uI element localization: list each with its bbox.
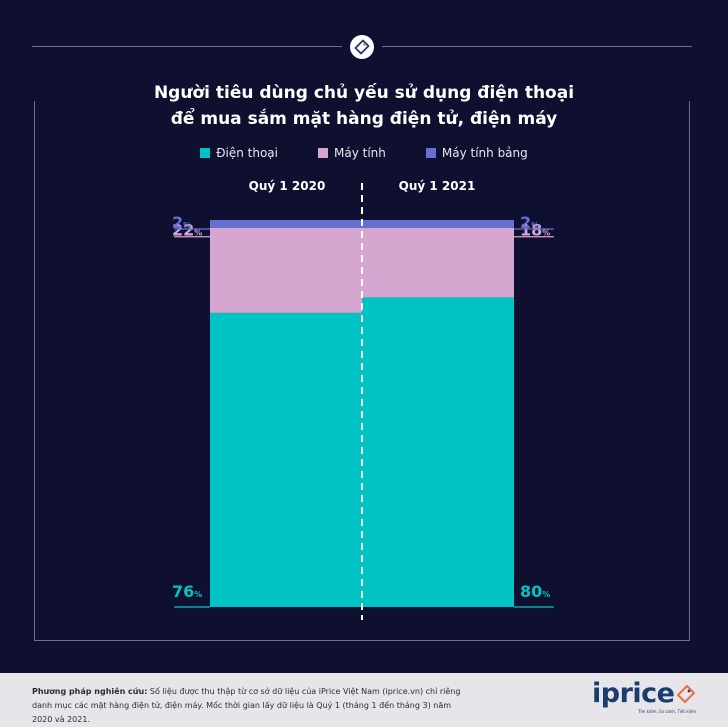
category-label-q1-2020: Quý 1 2020 xyxy=(248,179,326,193)
footer: Phương pháp nghiên cứu: Số liệu được thu… xyxy=(0,673,728,727)
legend-label-may-tinh: Máy tính xyxy=(334,146,386,160)
bar-dien-thoai-1 xyxy=(362,297,514,607)
chart-frame xyxy=(34,101,690,641)
top-divider-right xyxy=(382,46,692,47)
legend-swatch-dien-thoai xyxy=(200,148,211,158)
value-label-may-tinh-1: 18% xyxy=(520,221,550,240)
value-label-may-tinh-bang-0: 2% xyxy=(172,213,191,232)
price-tag-icon xyxy=(350,35,374,59)
legend-item-may-tinh-bang: Máy tính bảng xyxy=(425,146,528,160)
legend-item-dien-thoai: Điện thoại xyxy=(200,146,278,160)
bar-dien-thoai-0 xyxy=(210,312,362,607)
brand-tag-icon xyxy=(677,684,696,704)
bar-may-tinh-bang-0 xyxy=(210,220,362,228)
legend-swatch-may-tinh xyxy=(318,148,328,158)
value-label-dien-thoai-0: 76% xyxy=(172,582,202,601)
brand-tagline: Tìm kiếm, So sánh, Tiết kiệm xyxy=(638,709,696,714)
chart-legend: Điện thoại Máy tính Máy tính bảng xyxy=(0,146,728,160)
legend-label-may-tinh-bang: Máy tính bảng xyxy=(441,146,528,160)
brand-logo: iprice Tìm kiếm, So sánh, Tiết kiệm xyxy=(592,679,702,715)
methodology-note: Phương pháp nghiên cứu: Số liệu được thu… xyxy=(32,685,462,727)
bar-may-tinh-bang-1 xyxy=(362,220,514,228)
title-background xyxy=(160,78,564,134)
bar-may-tinh-1 xyxy=(362,227,514,298)
chart-title-line-1: Người tiêu dùng chủ yếu sử dụng điện tho… xyxy=(153,83,575,103)
chart-title: Người tiêu dùng chủ yếu sử dụng điện tho… xyxy=(0,80,728,132)
category-label-q1-2021: Quý 1 2021 xyxy=(398,179,476,193)
value-label-may-tinh-bang-1: 2% xyxy=(520,213,539,232)
methodology-text: Số liệu được thu thập từ cơ sở dữ liệu c… xyxy=(32,687,461,724)
bar-may-tinh-0 xyxy=(210,227,362,313)
top-divider-left xyxy=(32,46,342,47)
legend-swatch-may-tinh-bang xyxy=(425,148,436,158)
chart-title-line-2: để mua sắm mặt hàng điện tử, điện máy xyxy=(170,109,558,129)
legend-item-may-tinh: Máy tính xyxy=(318,146,386,160)
methodology-label: Phương pháp nghiên cứu: xyxy=(32,687,148,696)
brand-name: iprice xyxy=(592,678,675,709)
value-label-may-tinh-0: 22% xyxy=(172,221,202,240)
stacked-bar-chart: 76%22%2%80%18%2% xyxy=(172,183,554,620)
value-label-dien-thoai-1: 80% xyxy=(520,582,550,601)
legend-label-dien-thoai: Điện thoại xyxy=(216,146,278,160)
